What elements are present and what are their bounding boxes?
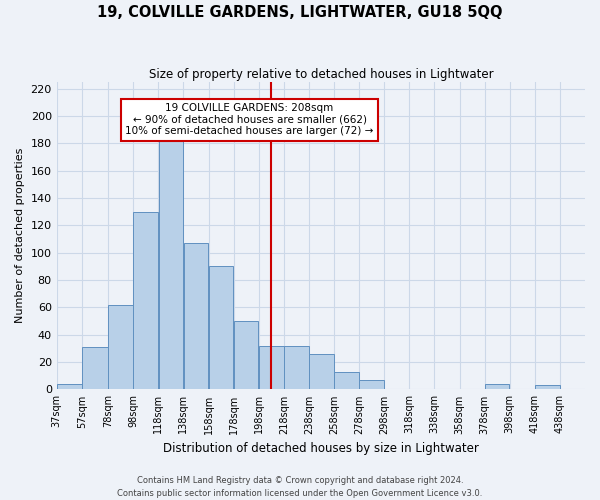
Bar <box>535 386 560 390</box>
Text: 19 COLVILLE GARDENS: 208sqm
← 90% of detached houses are smaller (662)
10% of se: 19 COLVILLE GARDENS: 208sqm ← 90% of det… <box>125 103 374 136</box>
X-axis label: Distribution of detached houses by size in Lightwater: Distribution of detached houses by size … <box>163 442 479 455</box>
Bar <box>209 266 233 390</box>
Bar <box>57 384 82 390</box>
Bar <box>259 346 284 390</box>
Text: 19, COLVILLE GARDENS, LIGHTWATER, GU18 5QQ: 19, COLVILLE GARDENS, LIGHTWATER, GU18 5… <box>97 5 503 20</box>
Y-axis label: Number of detached properties: Number of detached properties <box>15 148 25 323</box>
Bar <box>359 380 384 390</box>
Bar <box>485 384 509 390</box>
Title: Size of property relative to detached houses in Lightwater: Size of property relative to detached ho… <box>149 68 493 80</box>
Bar <box>309 354 334 390</box>
Bar <box>334 372 359 390</box>
Bar <box>158 140 183 390</box>
Bar <box>133 212 158 390</box>
Bar <box>82 347 108 390</box>
Bar <box>234 321 259 390</box>
Bar <box>109 304 133 390</box>
Bar <box>284 346 308 390</box>
Text: Contains HM Land Registry data © Crown copyright and database right 2024.
Contai: Contains HM Land Registry data © Crown c… <box>118 476 482 498</box>
Bar <box>184 243 208 390</box>
